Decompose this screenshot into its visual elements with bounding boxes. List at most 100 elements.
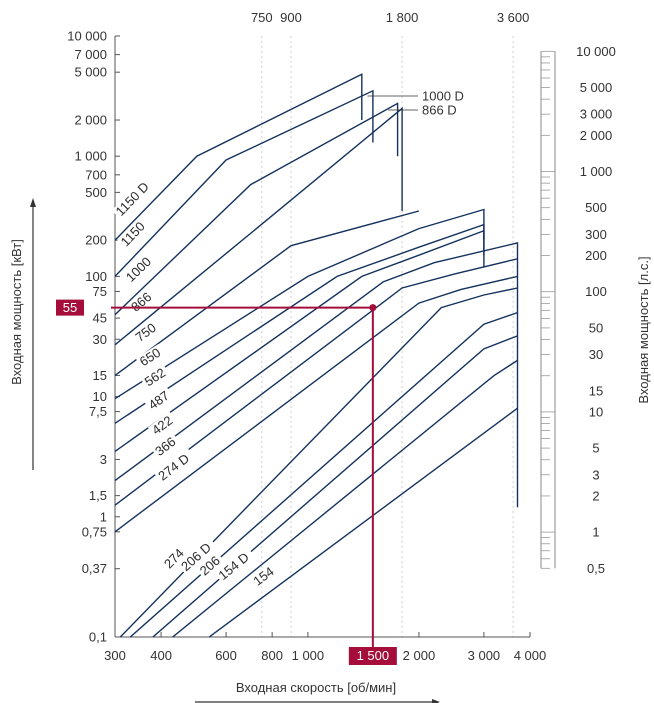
series-line <box>208 407 518 638</box>
highlight-point <box>369 304 377 312</box>
y2-tick-label: 1 <box>592 525 599 540</box>
series-label-bg <box>195 551 226 580</box>
y2-tick-label: 5 <box>592 441 599 456</box>
x-top-tick-label: 750 <box>251 10 273 25</box>
y2-tick-label: 30 <box>589 347 603 362</box>
highlight-x-label: 1 500 <box>357 648 390 663</box>
y2-axis-title: Входная мощность [л.с.] <box>636 256 651 403</box>
y-tick-label: 100 <box>85 269 107 284</box>
y-tick-label: 3 <box>100 452 107 467</box>
y-tick-label: 0,37 <box>82 561 107 576</box>
series-line <box>114 73 363 241</box>
y-tick-label: 0,75 <box>82 524 107 539</box>
series-label-bg <box>122 252 157 287</box>
highlight-y-badge <box>56 299 84 316</box>
highlight-guide: 55 1 500 <box>56 299 397 665</box>
series-label: 154 <box>249 562 280 590</box>
series-line <box>114 102 399 316</box>
series-label-bg <box>147 411 178 439</box>
tick-labels: 0,10,370,7511,537,5101530457510020050070… <box>67 10 616 663</box>
y-tick-label: 75 <box>93 284 107 299</box>
series-label: 1000 <box>122 252 157 287</box>
series-label-bg <box>116 216 151 251</box>
y2-tick-label: 3 000 <box>580 107 613 122</box>
y2-tick-label: 10 <box>589 404 603 419</box>
x-tick-label: 3 000 <box>468 648 501 663</box>
y-tick-label: 30 <box>93 332 107 347</box>
y2-tick-label: 300 <box>585 227 607 242</box>
y2-tick-label: 50 <box>589 320 603 335</box>
series-label: 750 <box>131 318 162 347</box>
x-axis-arrowhead <box>432 699 440 703</box>
y-tick-label: 7 000 <box>74 47 107 62</box>
y-tick-label: 1,5 <box>89 488 107 503</box>
x-tick-label: 600 <box>215 648 237 663</box>
series-line <box>114 242 519 508</box>
y2-tick-label: 2 <box>592 488 599 503</box>
y2-tick-label: 2 000 <box>580 128 613 143</box>
right-secondary-scale <box>540 50 556 569</box>
series-line <box>114 229 485 452</box>
series-label-bg <box>111 174 157 221</box>
y2-tick-label: 100 <box>585 284 607 299</box>
x-top-tick-label: 900 <box>280 10 302 25</box>
series-line <box>172 359 518 638</box>
series-label-bg <box>140 363 171 391</box>
y2-tick-label: 15 <box>589 383 603 398</box>
x-tick-label: 2 000 <box>403 648 436 663</box>
y2-tick-label: 200 <box>585 248 607 263</box>
y2-tick-label: 500 <box>585 200 607 215</box>
y-tick-label: 200 <box>85 233 107 248</box>
series-label-bg <box>177 536 218 576</box>
y-axis-arrowhead <box>30 198 36 207</box>
axes <box>114 35 531 638</box>
y-tick-label: 500 <box>85 185 107 200</box>
x-top-tick-label: 1 800 <box>386 10 419 25</box>
y-tick-label: 5 000 <box>74 65 107 80</box>
series-line <box>114 258 518 506</box>
series-line <box>114 210 420 376</box>
y-tick-label: 10 000 <box>67 29 107 44</box>
x-tick-label: 800 <box>261 648 283 663</box>
y2-tick-label: 10 000 <box>576 44 616 59</box>
y-tick-label: 2 000 <box>74 113 107 128</box>
series-label-bg <box>154 448 197 485</box>
y-tick-label: 7,5 <box>89 404 107 419</box>
series-line <box>114 275 518 533</box>
x-tick-label: 1 000 <box>292 648 325 663</box>
x-tick-label: 400 <box>150 648 172 663</box>
y2-tick-label: 5 000 <box>580 80 613 95</box>
series-line <box>114 106 403 346</box>
y-tick-label: 45 <box>93 311 107 326</box>
y-tick-label: 1 000 <box>74 149 107 164</box>
series-line <box>129 311 518 638</box>
x-tick-label: 300 <box>104 648 126 663</box>
series-label-bg <box>249 562 280 590</box>
y2-tick-label: 1 000 <box>580 164 613 179</box>
series-line <box>114 208 485 400</box>
highlight-x-badge <box>348 647 397 665</box>
series-label-bg <box>160 543 189 573</box>
y2-tick-label: 3 <box>592 467 599 482</box>
x-tick-label: 4 000 <box>514 648 547 663</box>
annotation-label: 1000 D <box>422 89 464 104</box>
y-tick-label: 1 <box>100 509 107 524</box>
series-label: 866 <box>127 287 157 316</box>
series-label-bg <box>144 386 175 414</box>
y-tick-label: 10 <box>93 389 107 404</box>
y-tick-label: 15 <box>93 368 107 383</box>
series-label-text: 1150 D <box>112 179 151 219</box>
series-label-bg <box>135 344 166 371</box>
y2-tick-label: 0,5 <box>587 561 605 576</box>
series-line <box>152 335 518 638</box>
annotation-label: 866 D <box>422 103 457 118</box>
series-label-bg <box>127 287 157 316</box>
series-label: 1150 D <box>111 174 157 221</box>
y-tick-label: 0,1 <box>89 630 107 645</box>
series-lines <box>114 73 519 638</box>
x-top-tick-label: 3 600 <box>497 10 530 25</box>
x-axis-title: Входная скорость [об/мин] <box>236 680 396 695</box>
series-line <box>119 287 518 638</box>
y-axis-title: Входная мощность [кВт] <box>9 239 24 385</box>
